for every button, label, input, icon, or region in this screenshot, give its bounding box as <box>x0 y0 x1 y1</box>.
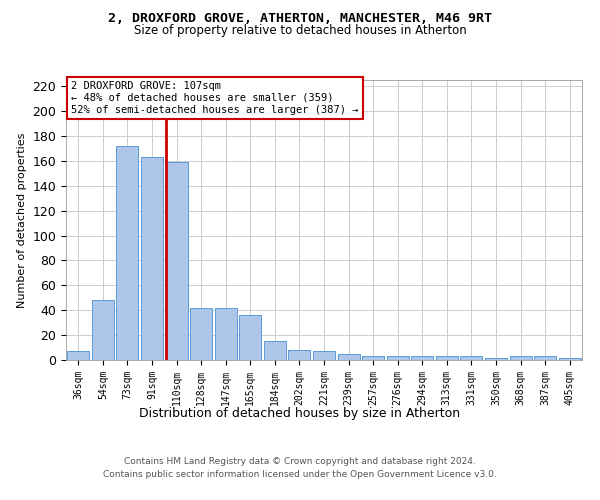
Bar <box>239 315 262 360</box>
Bar <box>215 308 237 360</box>
Bar <box>485 358 507 360</box>
Y-axis label: Number of detached properties: Number of detached properties <box>17 132 27 308</box>
Bar <box>411 356 433 360</box>
Bar <box>67 352 89 360</box>
Bar <box>313 352 335 360</box>
Text: 2, DROXFORD GROVE, ATHERTON, MANCHESTER, M46 9RT: 2, DROXFORD GROVE, ATHERTON, MANCHESTER,… <box>108 12 492 26</box>
Bar <box>166 162 188 360</box>
Bar <box>534 356 556 360</box>
Bar <box>436 356 458 360</box>
Bar <box>386 356 409 360</box>
Bar <box>509 356 532 360</box>
Text: Size of property relative to detached houses in Atherton: Size of property relative to detached ho… <box>134 24 466 37</box>
Bar <box>264 342 286 360</box>
Text: Distribution of detached houses by size in Atherton: Distribution of detached houses by size … <box>139 408 461 420</box>
Text: 2 DROXFORD GROVE: 107sqm
← 48% of detached houses are smaller (359)
52% of semi-: 2 DROXFORD GROVE: 107sqm ← 48% of detach… <box>71 82 359 114</box>
Bar <box>338 354 359 360</box>
Bar <box>190 308 212 360</box>
Bar <box>116 146 139 360</box>
Bar <box>289 350 310 360</box>
Bar <box>460 356 482 360</box>
Text: Contains HM Land Registry data © Crown copyright and database right 2024.: Contains HM Land Registry data © Crown c… <box>124 458 476 466</box>
Bar <box>141 157 163 360</box>
Bar <box>559 358 581 360</box>
Text: Contains public sector information licensed under the Open Government Licence v3: Contains public sector information licen… <box>103 470 497 479</box>
Bar <box>362 356 384 360</box>
Bar <box>92 300 114 360</box>
